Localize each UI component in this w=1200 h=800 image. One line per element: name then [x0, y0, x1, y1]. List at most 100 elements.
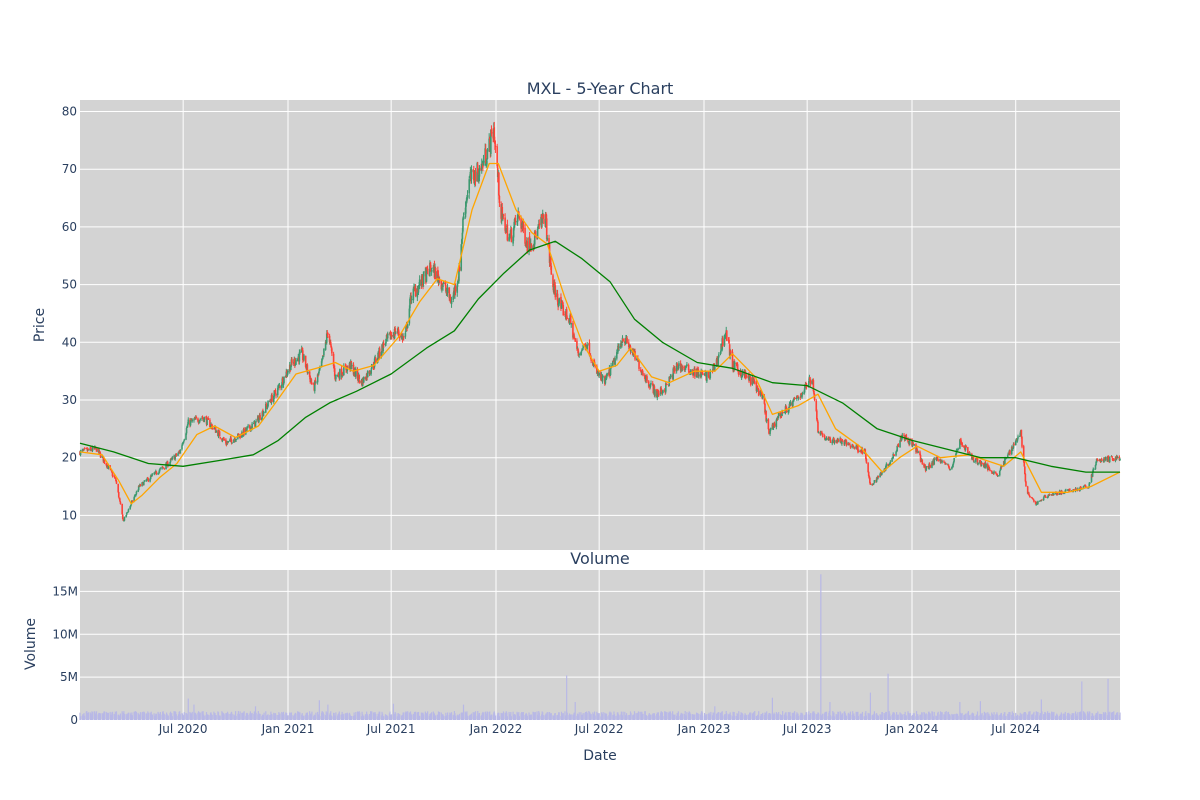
candle-body	[957, 448, 959, 451]
candle-body	[536, 228, 539, 239]
candle-body	[647, 381, 650, 387]
volume-bar	[142, 711, 144, 720]
volume-bar	[642, 713, 644, 720]
candle-body	[698, 374, 700, 377]
volume-bar	[917, 715, 919, 720]
candle-body	[712, 365, 714, 371]
candle-body	[210, 424, 212, 427]
volume-bar	[638, 711, 640, 720]
candle-body	[681, 366, 684, 371]
candle-body	[283, 376, 285, 383]
volume-bar	[670, 713, 672, 720]
candle-body	[800, 393, 803, 397]
candle-body	[601, 376, 604, 382]
volume-bar	[813, 713, 816, 720]
candle-body	[311, 383, 313, 385]
candle-body	[767, 419, 770, 430]
candle-body	[649, 385, 652, 387]
candle-body	[675, 362, 678, 372]
candle-body	[1051, 494, 1053, 496]
candle-body	[145, 479, 148, 481]
candle-body	[745, 376, 748, 378]
candle-body	[538, 223, 541, 226]
candle-body	[484, 149, 487, 164]
candle-body	[1023, 461, 1026, 467]
candle-body	[279, 385, 281, 388]
candle-body	[147, 477, 149, 479]
candle-body	[815, 400, 818, 411]
candle-body	[366, 370, 369, 378]
candle-body	[137, 490, 139, 492]
candle-body	[686, 364, 688, 366]
candle-body	[1103, 457, 1105, 462]
ma-short-line	[79, 162, 1121, 505]
candle-body	[321, 355, 324, 360]
candle-body	[829, 439, 832, 443]
candle-body	[544, 215, 547, 224]
candle-body	[845, 440, 848, 446]
candle-body	[933, 458, 936, 465]
candle-body	[462, 216, 465, 220]
candle-body	[364, 376, 367, 380]
volume-bar	[758, 711, 760, 720]
candle-body	[817, 432, 820, 434]
volume-bar	[387, 716, 389, 720]
candle-body	[177, 453, 179, 456]
volume-bar	[820, 574, 822, 720]
candle-body	[877, 475, 880, 477]
candle-body	[731, 351, 734, 369]
candle-body	[715, 359, 718, 367]
volume-bar	[861, 711, 864, 720]
candle-body	[676, 363, 679, 366]
candle-body	[924, 464, 926, 468]
candle-body	[329, 341, 332, 346]
candle-body	[769, 428, 772, 431]
candle-body	[362, 377, 365, 383]
candle-body	[947, 464, 950, 467]
candle-body	[729, 350, 732, 353]
candle-body	[624, 342, 627, 344]
candle-body	[210, 424, 213, 426]
candle-body	[630, 349, 632, 352]
volume-bar	[554, 713, 556, 720]
volume-bar	[630, 713, 632, 720]
volume-bar	[203, 715, 205, 720]
candle-body	[223, 439, 225, 441]
candle-body	[90, 447, 92, 450]
volume-bar	[234, 711, 237, 720]
volume-bar	[746, 714, 748, 720]
candle-body	[237, 434, 240, 435]
candle-body	[277, 386, 280, 389]
volume-bar	[367, 715, 369, 720]
volume-bar	[734, 715, 736, 720]
candle-body	[682, 367, 684, 368]
candle-body	[430, 268, 432, 271]
volume-bar	[431, 712, 433, 720]
price-y-tick-label: 70	[62, 162, 77, 176]
candle-body	[494, 140, 496, 144]
volume-bar	[107, 712, 110, 720]
candle-body	[859, 450, 861, 453]
volume-bar	[267, 714, 269, 720]
candle-body	[394, 328, 396, 335]
candle-body	[480, 163, 483, 169]
volume-bar	[957, 715, 959, 720]
candle-body	[1009, 450, 1011, 454]
candle-body	[434, 267, 437, 280]
candle-body	[87, 449, 90, 451]
volume-bar	[558, 712, 560, 720]
candle-body	[170, 458, 173, 460]
volume-bar	[375, 713, 377, 720]
candle-body	[851, 444, 853, 448]
volume-bar	[650, 714, 652, 720]
candle-body	[1065, 489, 1067, 491]
candle-body	[546, 237, 549, 241]
candle-body	[230, 439, 233, 444]
candle-body	[127, 509, 130, 512]
candle-body	[498, 172, 500, 196]
candle-body	[849, 444, 851, 446]
candle-body	[897, 444, 900, 447]
candle-body	[622, 338, 624, 342]
candle-body	[470, 168, 473, 180]
candle-body	[953, 458, 955, 462]
